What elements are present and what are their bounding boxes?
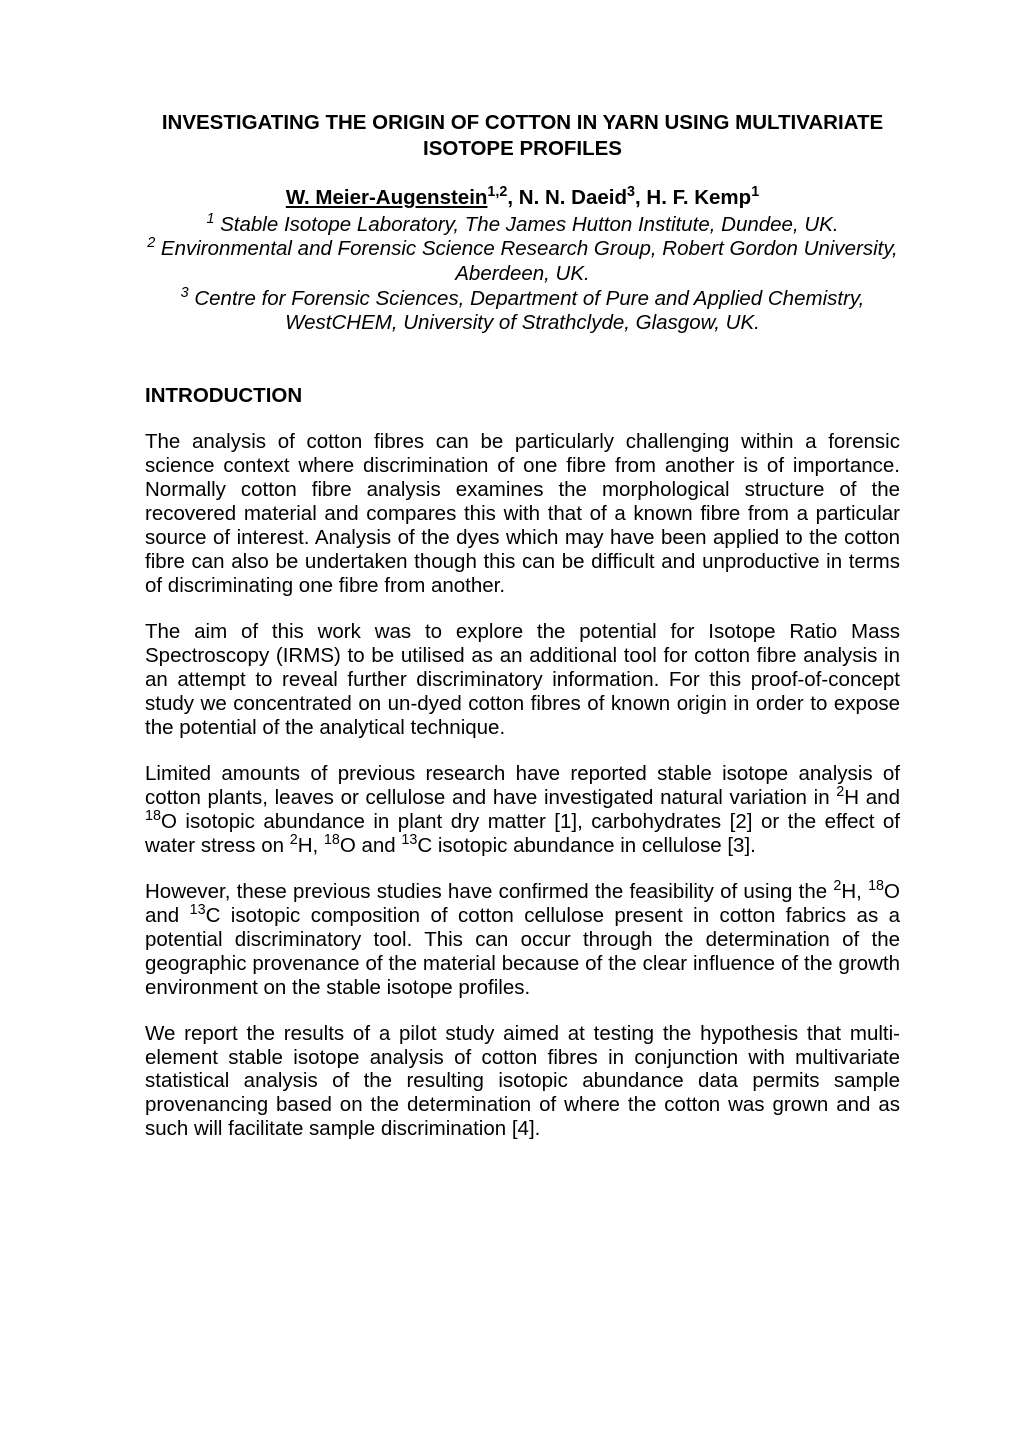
isotope-sup: 13 bbox=[190, 902, 206, 918]
body-paragraph: We report the results of a pilot study a… bbox=[145, 1022, 900, 1142]
affiliations-block: 1 Stable Isotope Laboratory, The James H… bbox=[145, 213, 900, 336]
body-text: H and bbox=[844, 786, 900, 809]
isotope-sup: 18 bbox=[145, 808, 161, 824]
paper-title: INVESTIGATING THE ORIGIN OF COTTON IN YA… bbox=[145, 110, 900, 161]
body-text: C isotopic abundance in cellulose [3]. bbox=[417, 834, 755, 857]
author-presenting: W. Meier-Augenstein bbox=[286, 186, 488, 209]
isotope-sup: 18 bbox=[324, 832, 340, 848]
author-name: H. F. Kemp bbox=[646, 186, 751, 209]
body-text: H, bbox=[841, 880, 868, 903]
author-affil-sup: 1 bbox=[751, 184, 759, 200]
isotope-sup: 2 bbox=[290, 832, 298, 848]
body-text: C isotopic composition of cotton cellulo… bbox=[145, 904, 900, 999]
page: INVESTIGATING THE ORIGIN OF COTTON IN YA… bbox=[0, 0, 1020, 1443]
affiliation-text: Centre for Forensic Sciences, Department… bbox=[189, 287, 865, 310]
body-paragraph: The aim of this work was to explore the … bbox=[145, 620, 900, 740]
body-text: However, these previous studies have con… bbox=[145, 880, 833, 903]
body-paragraph: However, these previous studies have con… bbox=[145, 880, 900, 1000]
isotope-sup: 18 bbox=[868, 878, 884, 894]
body-text: H, bbox=[298, 834, 324, 857]
affiliation-text: Aberdeen, UK. bbox=[455, 262, 589, 285]
author-affil-sup: 3 bbox=[627, 184, 635, 200]
author-name: N. N. Daeid bbox=[519, 186, 627, 209]
body-text: Limited amounts of previous research hav… bbox=[145, 762, 900, 809]
affiliation-text: WestCHEM, University of Strathclyde, Gla… bbox=[285, 311, 760, 334]
title-line-2: ISOTOPE PROFILES bbox=[423, 137, 622, 160]
title-line-1: INVESTIGATING THE ORIGIN OF COTTON IN YA… bbox=[162, 111, 883, 134]
isotope-sup: 13 bbox=[401, 832, 417, 848]
section-heading-introduction: INTRODUCTION bbox=[145, 384, 900, 408]
author-separator: , bbox=[635, 186, 646, 209]
body-paragraph: The analysis of cotton fibres can be par… bbox=[145, 430, 900, 598]
body-paragraph: Limited amounts of previous research hav… bbox=[145, 762, 900, 858]
affiliation-sup: 3 bbox=[181, 285, 189, 301]
author-separator: , bbox=[507, 186, 518, 209]
authors-line: W. Meier-Augenstein1,2, N. N. Daeid3, H.… bbox=[145, 185, 900, 211]
body-text: O and bbox=[340, 834, 402, 857]
affiliation-text: Stable Isotope Laboratory, The James Hut… bbox=[214, 213, 838, 236]
author-affil-sup: 1,2 bbox=[487, 184, 507, 200]
affiliation-text: Environmental and Forensic Science Resea… bbox=[155, 237, 898, 260]
